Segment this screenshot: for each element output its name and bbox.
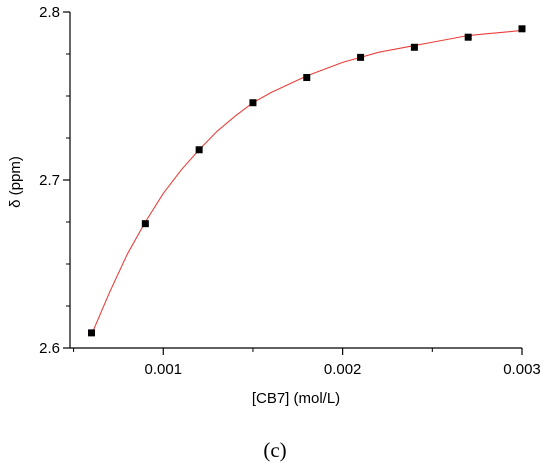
data-point <box>357 53 365 61</box>
x-tick-label: 0.003 <box>503 361 541 378</box>
axes: 0.001 0.002 0.003 2.6 2.7 2.8 <box>39 4 541 378</box>
data-point <box>195 146 203 154</box>
data-point <box>410 43 418 51</box>
data-point <box>88 329 96 337</box>
x-tick-label: 0.001 <box>144 361 182 378</box>
y-tick-label: 2.6 <box>39 340 60 357</box>
y-tick-label: 2.7 <box>39 172 60 189</box>
data-point <box>464 33 472 41</box>
x-tick-label: 0.002 <box>324 361 362 378</box>
data-point <box>249 99 257 107</box>
labels-layer: [CB7] (mol/L) δ (ppm) (c) <box>7 156 340 462</box>
data-points-layer <box>88 25 526 337</box>
x-axis-title: [CB7] (mol/L) <box>252 390 340 407</box>
panel-label: (c) <box>263 438 286 462</box>
data-point <box>518 25 526 33</box>
y-axis-title: δ (ppm) <box>7 156 24 208</box>
data-point <box>303 74 311 82</box>
data-point <box>141 220 149 228</box>
y-tick-label: 2.8 <box>39 4 60 21</box>
